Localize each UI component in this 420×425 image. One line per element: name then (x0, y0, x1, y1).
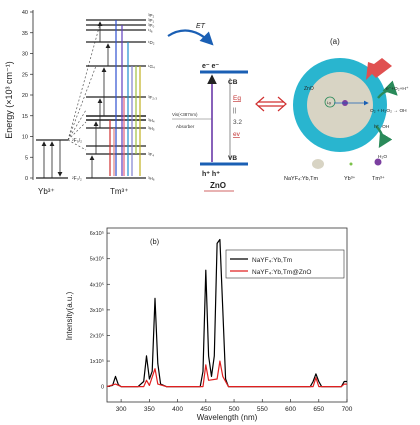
panel-b-label: (b) (150, 237, 160, 246)
absorber-wavelength: Vis(<387nm) (172, 112, 198, 117)
legend-swatch-yb (349, 162, 353, 166)
yb-ion-dot (324, 96, 336, 108)
reaction-text: H₂O (378, 154, 387, 160)
legend-swatch-tm (374, 158, 382, 166)
legend-label: Yb³⁺ (344, 175, 356, 182)
tm-level-label: ³F₄ (148, 152, 154, 157)
plot-frame (106, 227, 348, 403)
tm-level-label: ¹G₄ (148, 64, 155, 69)
tm-excitation-arrows (89, 21, 111, 178)
tm-level-label: ³H₅ (148, 126, 155, 131)
legend-swatch-core (312, 159, 324, 169)
reaction-text: h⁺ ·OH (374, 124, 390, 130)
hole-reaction-arrow (375, 125, 393, 149)
vb-label: VB (228, 155, 237, 162)
zno-shell-label: ZnO (304, 86, 314, 92)
excitation-arrow-icon (366, 58, 392, 80)
eg-unit: ev (233, 131, 241, 138)
core-shell-schematic: (a) ZnO Ly e⁻+O₂+H⁺ O₂ + H₂O₂ → OH h⁺ ·O… (293, 37, 409, 160)
x-tick-label: 650 (313, 406, 324, 413)
energy-tick-label: 15 (22, 114, 28, 120)
x-tick-label: 700 (342, 406, 353, 413)
yb-level-label: ²F₅/₂ (72, 138, 82, 144)
panel-a-label: (a) (330, 37, 340, 46)
absorber-label: Absorber (176, 124, 195, 129)
cb-label: CB (228, 79, 238, 86)
series-line-pure (106, 238, 347, 388)
chart-ticks: 300 350 400 450 500 550 600 650 700 0 1x10⁵ 2x10⁵ 3x… (90, 230, 353, 413)
x-tick-label: 350 (144, 406, 155, 413)
core-label: Ly (327, 100, 331, 105)
energy-level-diagram: Energy (×10³ cm⁻¹) 0 5 10 15 20 25 30 35 40 ²F₅/… (4, 10, 157, 196)
energy-tick-label: 35 (22, 31, 28, 37)
chart-series (106, 238, 347, 388)
y-tick-label: 5x10⁵ (90, 256, 104, 263)
legend-entry: NaYF₄:Yb,Tm (252, 257, 292, 264)
energy-axis-label: Energy (×10³ cm⁻¹) (4, 61, 14, 139)
tm-level-label: ³H₄ (148, 118, 155, 123)
y-tick-label: 3x10⁵ (90, 307, 104, 314)
tm-level-labels: ³H₆ ³F₄ ³H₅ ³H₄ ³F₂,₃ ¹G₄ ¹D₂ ¹I₆ ³P₀ ³P… (148, 13, 157, 181)
tm-emission-arrows (109, 20, 141, 176)
nayf4-core (307, 72, 373, 138)
emission-spectrum-chart: (b) 300 350 400 450 500 550 600 650 700 0 1x10⁵ 2x1… (65, 227, 353, 422)
y-tick-label: 2x10⁵ (90, 332, 104, 339)
energy-tick-label: 5 (25, 155, 28, 161)
y-axis-label: Intensity(a.u.) (65, 291, 74, 340)
tm-level-label: ³P₀ (148, 23, 155, 28)
electron-reaction-arrow (377, 80, 398, 99)
energy-transfer-lines (67, 23, 101, 151)
x-tick-label: 400 (172, 406, 183, 413)
chart-legend: NaYF₄:Yb,Tm NaYF₄:Yb,Tm@ZnO (225, 249, 345, 279)
legend-label: NaYF₄:Yb,Tm (284, 176, 318, 182)
energy-tick-label: 30 (22, 52, 28, 58)
energy-axis-ticks: 0 5 10 15 20 25 30 35 40 (22, 10, 33, 182)
y-tick-label: 0 (101, 385, 104, 391)
x-tick-label: 500 (229, 406, 240, 413)
yb-level-label: ²F₇/₂ (72, 176, 82, 182)
energy-tick-label: 40 (22, 10, 28, 16)
electrons-label: e⁻ e⁻ (202, 63, 219, 70)
y-tick-label: 1x10⁵ (90, 358, 104, 365)
energy-tick-label: 10 (22, 135, 28, 141)
reaction-text: e⁻+O₂+H⁺ (386, 86, 409, 92)
x-tick-label: 300 (116, 406, 127, 413)
y-tick-label: 6x10⁵ (90, 230, 104, 237)
x-axis-label: Wavelength (nm) (197, 413, 258, 422)
tm-level-label: ³P₂ (148, 13, 155, 18)
series-line-zno (106, 360, 347, 388)
energy-tick-label: 20 (22, 93, 28, 99)
reaction-text: O₂ + H₂O₂ → OH (370, 108, 407, 114)
tm-level-label: ¹I₆ (148, 28, 153, 33)
zno-material-label: ZnO (210, 181, 226, 190)
x-tick-label: 600 (285, 406, 296, 413)
legend-box (225, 249, 345, 279)
et-label: ET (196, 23, 206, 30)
energy-tick-label: 25 (22, 72, 28, 78)
tm-level-label: ³F₂,₃ (148, 95, 157, 100)
tm-level-label: ³H₆ (148, 176, 155, 181)
legend-label: Tm³⁺ (372, 175, 385, 182)
eg-label: Eg (233, 95, 241, 102)
double-arrow-icon (255, 96, 287, 112)
tm-ion-label: Tm³⁺ (110, 187, 128, 196)
holes-label: h⁺ h⁺ (202, 171, 220, 178)
zno-band-diagram: ET e⁻ e⁻ CB Eg || 3.2 ev Vis(<387nm) Abs… (167, 23, 248, 192)
eg-separator: || (233, 108, 237, 114)
y-tick-label: 4x10⁵ (90, 281, 104, 288)
yb-ion-label: Yb³⁺ (38, 187, 55, 196)
energy-transfer-arrow (167, 29, 214, 46)
panel-a-legend: NaYF₄:Yb,Tm Yb³⁺ Tm³⁺ (284, 158, 385, 182)
tm-level-label: ¹D₂ (148, 40, 155, 45)
eg-value: 3.2 (233, 119, 242, 126)
legend-entry: NaYF₄:Yb,Tm@ZnO (252, 269, 311, 276)
tm-level-label: ³P₁ (148, 18, 155, 23)
yb-levels: ²F₅/₂ ²F₇/₂ Yb³⁺ (36, 138, 82, 196)
x-tick-label: 450 (200, 406, 211, 413)
energy-tick-label: 0 (25, 176, 28, 182)
x-tick-label: 550 (257, 406, 268, 413)
